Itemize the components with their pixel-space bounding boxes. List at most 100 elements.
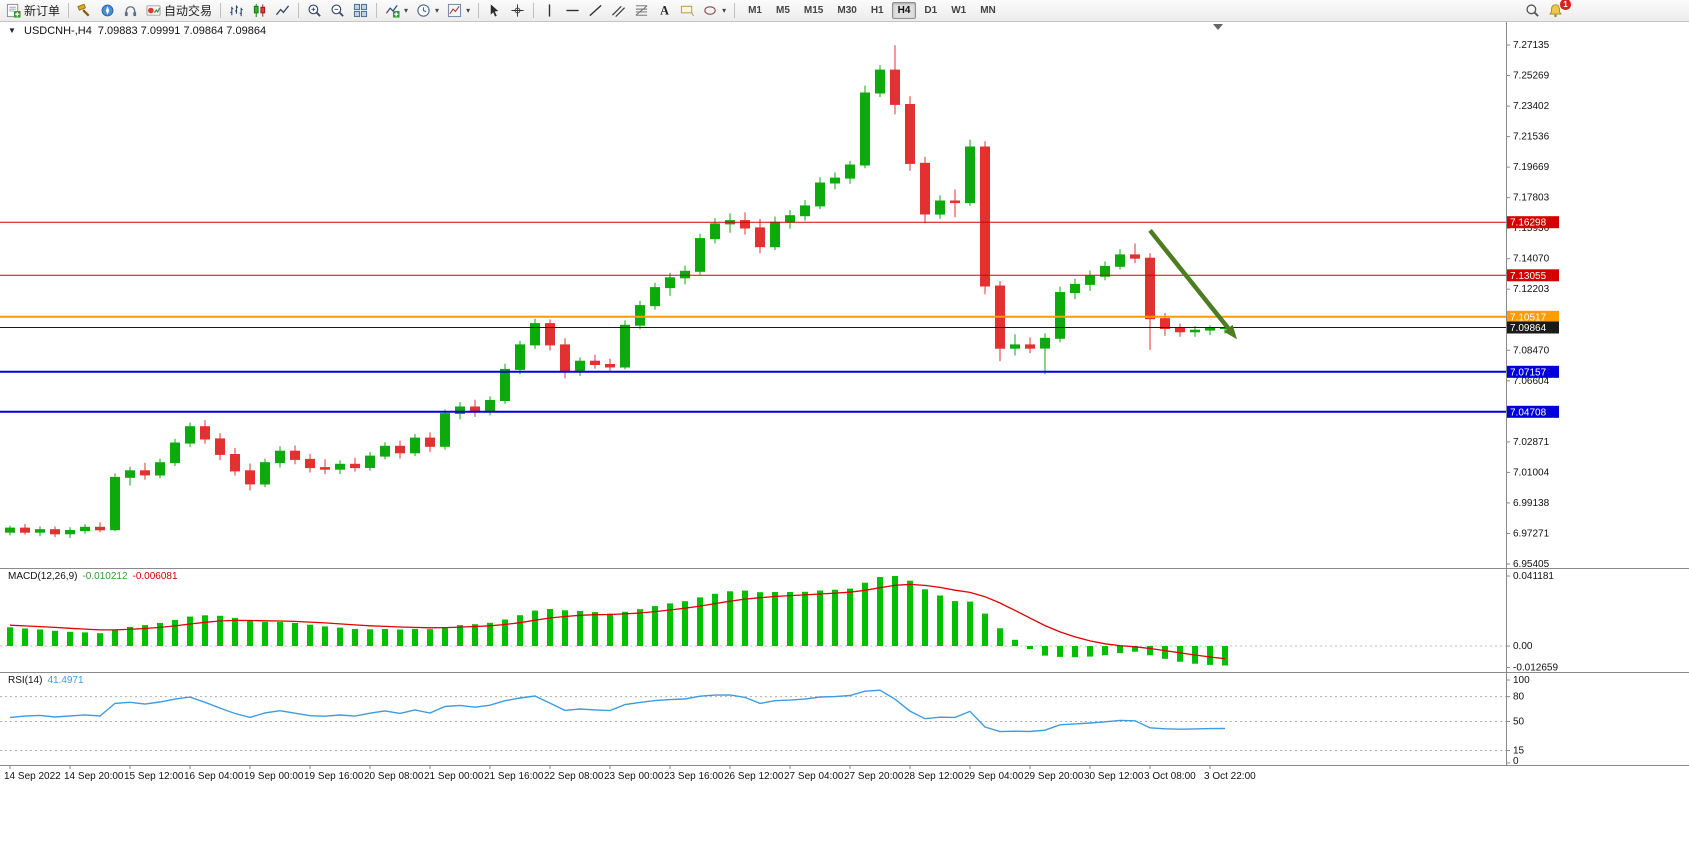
candle-up — [440, 413, 450, 447]
trend-arrow-object[interactable] — [1148, 228, 1234, 334]
time-label: 14 Sep 20:00 — [64, 771, 124, 782]
channel-tool-button[interactable] — [608, 1, 629, 20]
market-watch-icon — [77, 3, 92, 18]
timeframe-m5-button[interactable]: M5 — [770, 2, 796, 19]
vertical-line-tool-button[interactable] — [539, 1, 560, 20]
time-label: 20 Sep 08:00 — [364, 771, 424, 782]
candlestick-mode-button[interactable] — [249, 1, 270, 20]
macd-panel — [0, 576, 1506, 666]
navigator-button[interactable] — [97, 1, 118, 20]
macd-histogram-bar — [7, 627, 13, 646]
tile-windows-button[interactable] — [350, 1, 371, 20]
line-chart-mode-button[interactable] — [272, 1, 293, 20]
cursor-button[interactable] — [484, 1, 505, 20]
macd-histogram-bar — [247, 620, 253, 646]
price-axis-label: 7.14070 — [1513, 254, 1550, 265]
macd-histogram-bar — [427, 629, 433, 646]
candle-down — [200, 426, 210, 440]
macd-histogram-bar — [217, 615, 223, 646]
terminal-icon — [123, 3, 138, 18]
periods-button[interactable]: ▾ — [413, 1, 442, 20]
timeframe-m15-button[interactable]: M15 — [798, 2, 829, 19]
price-axis-label: 7.27135 — [1513, 40, 1550, 51]
timeframe-w1-button[interactable]: W1 — [945, 2, 972, 19]
candle-up — [1115, 254, 1125, 267]
one-click-trading-toggle[interactable]: ▼ — [8, 26, 16, 35]
time-label: 3 Oct 08:00 — [1144, 771, 1196, 782]
candle-down — [755, 227, 765, 248]
time-axis[interactable]: 14 Sep 2022 14 Sep 20:00 15 Sep 12:00 16 Se… — [4, 765, 1256, 782]
label-tool-button[interactable] — [677, 1, 698, 20]
timeframe-h4-button[interactable]: H4 — [891, 2, 917, 19]
timeframe-d1-button[interactable]: D1 — [918, 2, 943, 19]
time-label: 27 Sep 20:00 — [844, 771, 904, 782]
macd-histogram-bar — [1222, 646, 1228, 666]
autotrading-icon — [146, 3, 161, 18]
macd-histogram-bar — [1087, 646, 1093, 657]
crosshair-icon — [510, 3, 525, 18]
candle-up — [935, 200, 945, 215]
new-order-button[interactable]: 新订单 — [3, 1, 63, 20]
candle-down — [545, 323, 555, 346]
autotrading-button[interactable]: 自动交易 — [143, 1, 215, 20]
chart-plot-area[interactable] — [0, 21, 1506, 568]
market-watch-button[interactable] — [74, 1, 95, 20]
candle-down — [395, 445, 405, 454]
macd-axis-label: -0.012659 — [1513, 663, 1558, 674]
candle-down — [290, 450, 300, 460]
new-order-icon — [6, 3, 21, 18]
templates-button[interactable]: ▾ — [444, 1, 473, 20]
fibonacci-icon — [634, 3, 649, 18]
macd-histogram-bar — [412, 628, 418, 646]
text-icon: A — [657, 3, 672, 18]
macd-histogram-bar — [622, 611, 628, 646]
time-label: 23 Sep 00:00 — [604, 771, 664, 782]
timeframe-h1-button[interactable]: H1 — [865, 2, 890, 19]
macd-histogram-bar — [172, 619, 178, 646]
alerts-button[interactable]: 1 — [1545, 0, 1572, 20]
timeframe-mn-button[interactable]: MN — [974, 2, 1002, 19]
price-axis[interactable]: 7.27135 7.25269 7.23402 7.21536 7.19669 7.178… — [1506, 21, 1559, 767]
candle-up — [1040, 337, 1050, 349]
macd-signal-line — [9, 583, 1226, 660]
candle-up — [650, 287, 660, 307]
macd-histogram-bar — [682, 601, 688, 646]
zoom-in-button[interactable] — [304, 1, 325, 20]
price-line-label-text: 7.09864 — [1510, 323, 1547, 334]
candle-up — [260, 462, 270, 485]
candle-up — [5, 527, 15, 533]
text-tool-button[interactable]: A — [654, 1, 675, 20]
candle-up — [635, 305, 645, 326]
search-button[interactable] — [1522, 1, 1543, 20]
indicators-button[interactable]: ▾ — [382, 1, 411, 20]
toolbar-separator — [478, 3, 480, 18]
bar-chart-mode-button[interactable] — [226, 1, 247, 20]
candle-up — [1070, 283, 1080, 294]
candle-down — [920, 162, 930, 215]
time-label: 14 Sep 2022 — [4, 771, 61, 782]
rsi-axis-label: 0 — [1513, 756, 1519, 767]
candle-down — [140, 470, 150, 476]
crosshair-button[interactable] — [507, 1, 528, 20]
horizontal-line-tool-button[interactable] — [562, 1, 583, 20]
macd-histogram-bar — [907, 580, 913, 646]
trend-arrow-head[interactable] — [1224, 324, 1237, 340]
candle-up — [515, 344, 525, 370]
zoom-out-button[interactable] — [327, 1, 348, 20]
timeframe-m30-button[interactable]: M30 — [831, 2, 862, 19]
zoom-in-icon — [307, 3, 322, 18]
time-label: 26 Sep 12:00 — [724, 771, 784, 782]
shapes-tool-button[interactable]: ▾ — [700, 1, 729, 20]
time-label: 30 Sep 12:00 — [1084, 771, 1144, 782]
rsi-axis-label: 15 — [1513, 746, 1525, 757]
candle-down — [215, 438, 225, 455]
fibonacci-tool-button[interactable] — [631, 1, 652, 20]
terminal-button[interactable] — [120, 1, 141, 20]
navigator-icon — [100, 3, 115, 18]
timeframe-m1-button[interactable]: M1 — [742, 2, 768, 19]
chevron-down-icon: ▾ — [435, 6, 440, 15]
chart-shift-marker[interactable] — [1213, 24, 1223, 30]
macd-histogram-bar — [817, 590, 823, 646]
trendline-tool-button[interactable] — [585, 1, 606, 20]
macd-histogram-bar — [637, 609, 643, 646]
